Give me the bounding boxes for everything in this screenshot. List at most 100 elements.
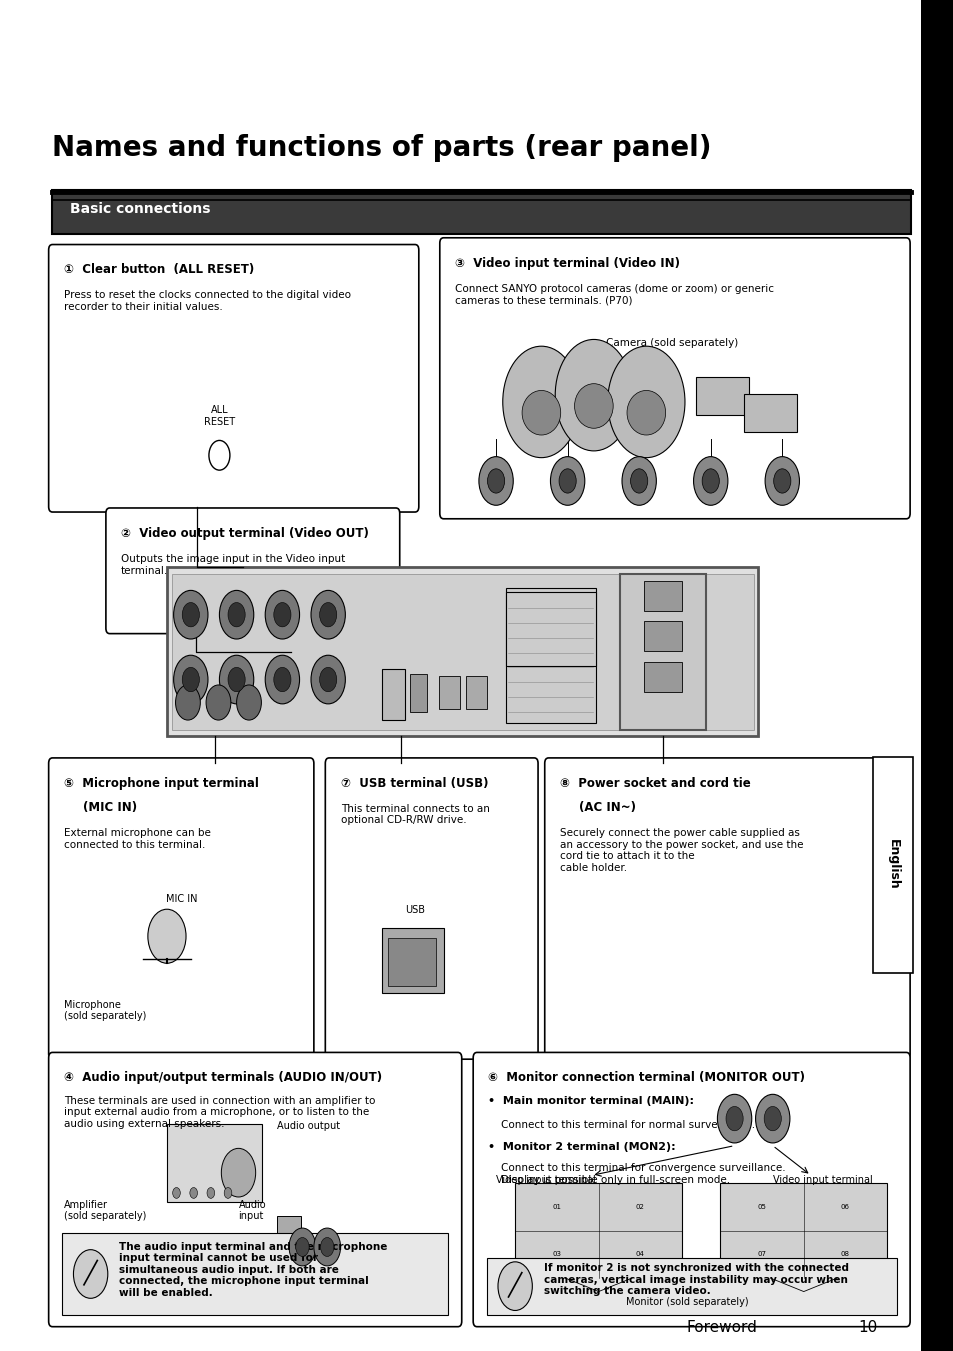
- Text: Connect SANYO protocol cameras (dome or zoom) or generic
cameras to these termin: Connect SANYO protocol cameras (dome or …: [455, 284, 773, 305]
- Text: The audio input terminal and the microphone
input terminal cannot be used for
si: The audio input terminal and the microph…: [119, 1242, 387, 1298]
- Ellipse shape: [607, 346, 684, 458]
- Circle shape: [319, 603, 336, 627]
- FancyBboxPatch shape: [106, 508, 399, 634]
- Bar: [643, 581, 681, 611]
- Bar: [920, 0, 953, 1351]
- Text: ⑦  USB terminal (USB): ⑦ USB terminal (USB): [340, 777, 488, 790]
- Bar: [619, 574, 705, 730]
- Text: Audio
input: Audio input: [238, 1200, 266, 1221]
- Bar: [696, 377, 748, 415]
- Bar: [276, 1216, 300, 1270]
- Circle shape: [175, 685, 200, 720]
- Circle shape: [173, 655, 208, 704]
- Text: •  Main monitor terminal (MAIN):: • Main monitor terminal (MAIN):: [488, 1096, 694, 1105]
- Text: Video input terminal: Video input terminal: [772, 1175, 872, 1185]
- Circle shape: [206, 685, 231, 720]
- Circle shape: [172, 1188, 180, 1198]
- Text: 04: 04: [636, 1251, 644, 1258]
- Circle shape: [265, 655, 299, 704]
- Text: •  Monitor 2 terminal (MON2):: • Monitor 2 terminal (MON2):: [488, 1142, 676, 1151]
- FancyBboxPatch shape: [325, 758, 537, 1059]
- Circle shape: [182, 603, 199, 627]
- Text: Monitor (sold separately): Monitor (sold separately): [625, 1297, 747, 1306]
- Circle shape: [219, 655, 253, 704]
- Circle shape: [550, 457, 584, 505]
- Bar: [167, 1124, 262, 1202]
- Circle shape: [764, 457, 799, 505]
- Circle shape: [478, 457, 513, 505]
- Bar: [643, 662, 681, 692]
- Circle shape: [221, 1148, 255, 1197]
- Bar: [388, 938, 436, 986]
- Circle shape: [717, 1094, 751, 1143]
- Text: MIC IN: MIC IN: [165, 894, 197, 904]
- Bar: [486, 1258, 896, 1315]
- Ellipse shape: [574, 384, 613, 428]
- Bar: [505, 592, 596, 666]
- Bar: [515, 1183, 681, 1278]
- Circle shape: [190, 1188, 197, 1198]
- Text: This terminal connects to an
optional CD-R/RW drive.: This terminal connects to an optional CD…: [340, 804, 489, 825]
- Ellipse shape: [555, 339, 632, 451]
- Text: (MIC IN): (MIC IN): [83, 801, 137, 815]
- Circle shape: [207, 1188, 214, 1198]
- Circle shape: [209, 440, 230, 470]
- Text: 10: 10: [858, 1320, 877, 1335]
- Circle shape: [755, 1094, 789, 1143]
- Circle shape: [314, 1228, 340, 1266]
- Bar: [753, 1286, 853, 1294]
- Circle shape: [693, 457, 727, 505]
- FancyBboxPatch shape: [49, 1052, 461, 1327]
- Text: (AC IN~): (AC IN~): [578, 801, 636, 815]
- Text: 01: 01: [552, 1204, 560, 1210]
- Circle shape: [773, 469, 790, 493]
- Text: 05: 05: [757, 1204, 765, 1210]
- Bar: [381, 928, 443, 993]
- Text: ③  Video input terminal (Video IN): ③ Video input terminal (Video IN): [455, 257, 679, 270]
- FancyBboxPatch shape: [473, 1052, 909, 1327]
- Text: Basic connections: Basic connections: [70, 203, 210, 216]
- Bar: [548, 1286, 648, 1294]
- Circle shape: [630, 469, 647, 493]
- Text: ⑤  Microphone input terminal: ⑤ Microphone input terminal: [64, 777, 258, 790]
- Bar: [872, 757, 912, 973]
- Circle shape: [311, 590, 345, 639]
- Circle shape: [497, 1262, 532, 1310]
- Text: Camera (sold separately): Camera (sold separately): [606, 338, 738, 347]
- Text: These terminals are used in connection with an amplifier to
input external audio: These terminals are used in connection w…: [64, 1096, 375, 1129]
- Circle shape: [289, 1228, 315, 1266]
- Text: ALL
RESET: ALL RESET: [204, 405, 234, 427]
- Bar: [743, 394, 796, 432]
- Circle shape: [219, 590, 253, 639]
- FancyBboxPatch shape: [544, 758, 909, 1059]
- Circle shape: [274, 603, 291, 627]
- Circle shape: [274, 667, 291, 692]
- Text: Securely connect the power cable supplied as
an accessory to the power socket, a: Securely connect the power cable supplie…: [559, 828, 802, 873]
- Ellipse shape: [521, 390, 560, 435]
- Text: English: English: [885, 839, 899, 890]
- Bar: [52, 190, 910, 234]
- Circle shape: [182, 667, 199, 692]
- Text: 02: 02: [636, 1204, 644, 1210]
- Bar: [465, 676, 486, 709]
- Circle shape: [320, 1238, 334, 1256]
- Text: Video input terminal: Video input terminal: [496, 1175, 596, 1185]
- Bar: [410, 674, 427, 712]
- Text: 06: 06: [841, 1204, 849, 1210]
- Circle shape: [148, 909, 186, 963]
- Text: Microphone
(sold separately): Microphone (sold separately): [64, 1000, 146, 1021]
- Bar: [172, 574, 753, 730]
- Text: Audio output: Audio output: [276, 1121, 339, 1131]
- Text: Connect to this terminal for convergence surveillance.
Display is possible only : Connect to this terminal for convergence…: [500, 1163, 784, 1185]
- Circle shape: [621, 457, 656, 505]
- Circle shape: [73, 1250, 108, 1298]
- Text: ①  Clear button  (ALL RESET): ① Clear button (ALL RESET): [64, 263, 253, 277]
- Circle shape: [236, 685, 261, 720]
- Circle shape: [228, 667, 245, 692]
- Bar: [438, 676, 459, 709]
- Circle shape: [763, 1106, 781, 1131]
- Text: Foreword: Foreword: [686, 1320, 757, 1335]
- Bar: [381, 669, 405, 720]
- Text: 08: 08: [841, 1251, 849, 1258]
- Circle shape: [558, 469, 576, 493]
